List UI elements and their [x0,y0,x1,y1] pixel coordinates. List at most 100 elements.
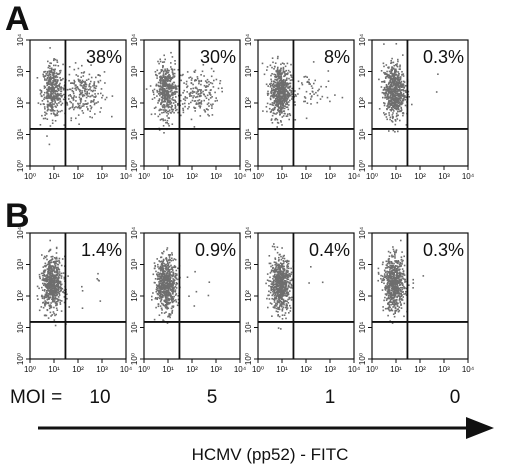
data-point [53,284,56,286]
data-point [391,92,394,95]
data-point [77,105,80,108]
data-point [51,101,53,103]
data-point [51,298,53,301]
data-point [157,271,159,274]
y-tick-label: 10⁰ [130,160,139,172]
data-point [189,93,191,95]
data-point [288,95,291,97]
data-point [275,266,277,269]
data-point [167,117,170,119]
data-point [387,91,390,93]
y-tick-label: 10¹ [130,321,139,333]
data-point [46,76,49,79]
data-point [386,273,388,275]
data-point [168,261,171,264]
data-point [56,270,59,273]
data-point [282,284,284,287]
data-point [285,90,287,93]
data-point [168,265,171,268]
data-point [285,271,287,273]
data-point [269,262,272,265]
data-point [88,85,90,88]
data-point [278,111,281,114]
data-point [275,94,277,97]
data-point [198,101,200,104]
data-point [44,289,46,291]
data-point [287,95,290,98]
data-point [391,117,394,120]
data-point [280,90,283,93]
data-point [275,261,277,264]
data-point [157,263,159,266]
data-point [395,286,398,288]
dot-cloud [151,247,211,324]
data-point [171,69,174,72]
data-point [171,77,174,79]
data-point [38,273,41,276]
data-point [50,69,53,71]
data-point [156,273,158,275]
data-point [392,248,395,251]
data-point [386,93,389,95]
data-point [279,99,281,102]
data-point [41,286,43,289]
data-point [269,276,271,279]
data-point [168,101,171,104]
data-point [390,94,393,96]
data-point [394,107,396,110]
data-point [56,274,58,276]
data-point [278,100,280,103]
data-point [161,278,164,280]
data-point [153,93,155,96]
data-point [82,94,85,96]
data-point [276,303,279,305]
y-tick-label: 10³ [16,258,25,270]
data-point [278,72,281,75]
data-point [207,85,209,88]
data-point [56,93,58,96]
data-point [402,80,405,83]
data-point [271,245,274,248]
data-point [50,112,53,115]
data-point [161,265,164,268]
x-tick-label: 10³ [96,365,108,374]
data-point [198,79,200,82]
data-point [163,312,166,314]
data-point [280,81,283,84]
data-point [169,283,171,286]
data-point [279,288,281,290]
data-point [388,76,391,79]
data-point [279,82,282,84]
data-point [276,57,279,60]
data-point [77,67,80,70]
data-point [56,90,58,93]
data-point [274,248,276,251]
data-point [164,69,166,72]
x-tick-label: 10² [300,365,312,374]
data-point [66,101,68,104]
data-point [162,260,164,263]
data-point [282,66,285,69]
data-point [394,99,397,102]
data-point [386,70,388,73]
data-point [52,110,54,112]
data-point [422,275,425,277]
data-point [163,294,165,297]
data-point [276,79,278,82]
data-point [49,283,51,285]
data-point [161,295,164,297]
data-point [289,82,292,85]
data-point [280,88,283,91]
data-point [155,297,157,299]
data-point [274,89,276,92]
data-point [48,307,51,310]
data-point [93,87,96,89]
data-point [267,85,269,87]
data-point [284,98,287,100]
data-point [43,275,46,277]
data-point [277,275,279,278]
data-point [289,114,292,117]
data-point [57,299,59,302]
data-point [47,294,50,297]
data-point [270,84,272,86]
